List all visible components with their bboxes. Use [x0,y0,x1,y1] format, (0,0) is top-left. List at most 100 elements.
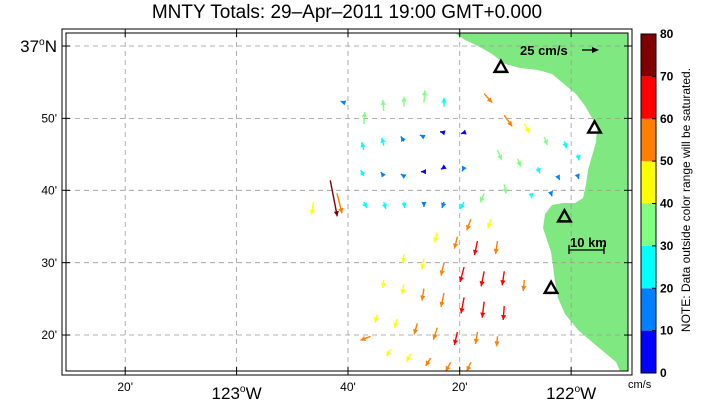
latitude-labels: 37oN 50' 40' 30' 20' [20,37,57,342]
current-vector [452,331,459,346]
current-vector [548,190,553,197]
current-vector [473,331,479,345]
current-vector [340,100,347,106]
distance-scale-label: 10 km [570,235,607,250]
lat-tick-label: 30' [41,256,57,270]
current-vectors [309,90,581,384]
lon-tick-label: 20' [452,380,468,394]
vector-scale-label: 25 cm/s [520,43,568,58]
current-vector [500,271,506,286]
lat-tick-label: 40' [41,184,57,198]
colorbar: 0 10 20 30 40 50 60 70 80 [640,27,674,380]
current-vector [516,158,522,167]
current-vector [441,201,447,209]
current-vector [336,193,344,214]
current-vector [420,258,426,270]
lon-tick-label: 123oW [212,384,262,403]
current-vector [543,136,549,146]
current-vector [503,114,513,127]
current-vector [479,193,485,203]
colorbar-tick-label: 40 [660,197,674,211]
lon-tick-label: 122oW [546,384,596,403]
current-vector [401,201,407,209]
current-vector [555,174,561,181]
current-vector [421,202,427,207]
current-vector [360,169,366,177]
map-title: MNTY Totals: 29–Apr–2011 19:00 GMT+0.000 [151,2,543,23]
current-vector [496,149,503,161]
colorbar-segment [641,245,656,289]
current-vector [439,292,445,308]
current-vector [380,99,386,112]
current-vector [432,327,438,340]
current-vector [479,271,485,287]
colorbar-segment [641,118,656,162]
vector-scale: 25 cm/s [520,43,599,58]
lat-tick-label: 37oN [20,37,57,56]
current-vector [502,184,508,194]
colorbar-segment [641,203,656,246]
colorbar-tick-label: 80 [660,27,674,41]
colorbar-tick-label: 30 [660,239,674,253]
current-vector [419,134,426,140]
colorbar-tick-label: 0 [660,366,667,380]
current-vector [441,97,447,107]
radar-stations [492,58,603,295]
current-vector [360,335,371,341]
colorbar-segment [641,76,656,119]
current-vector [528,192,534,199]
saturation-note: NOTE: Data outside color range will be s… [679,67,693,333]
current-vector [459,297,465,314]
current-vector [521,279,527,292]
current-vector [438,375,444,384]
current-vector [466,219,472,231]
lon-tick-label: 40' [340,380,356,394]
current-vector [458,266,465,283]
current-vector [309,201,315,216]
current-vector [472,240,479,256]
current-vector [453,236,459,249]
current-vector [493,240,499,255]
current-vector [440,164,447,170]
station-triangle [556,207,573,223]
lat-tick-label: 20' [41,328,57,342]
current-vector [445,361,452,371]
current-vector [562,141,568,149]
current-vector [494,336,500,347]
current-vector [400,173,407,179]
current-vector [480,301,486,318]
colorbar-tick-label: 10 [660,324,674,338]
colorbar-unit: cm/s [628,379,652,391]
current-vector [483,93,493,104]
current-vector [381,201,387,210]
current-vector [500,305,507,321]
colorbar-segment [641,288,656,331]
current-vector [523,123,530,134]
current-vector [380,171,386,178]
colorbar-segment [641,34,656,77]
current-vector [400,253,407,264]
colorbar-segment [641,330,656,373]
current-vector [486,219,492,229]
current-vector [425,357,432,367]
current-vector [575,154,581,161]
current-vector [385,348,392,357]
graticule [66,33,628,371]
current-vector [420,288,426,301]
current-vector [420,169,426,175]
current-vector [401,96,407,107]
current-vector [362,201,368,209]
current-vector [329,180,339,217]
current-vector [466,362,472,371]
current-vector [400,284,406,295]
colorbar-tick-label: 70 [660,69,674,83]
plot-area [66,33,628,384]
current-vector [393,318,399,329]
lon-tick-label: 20' [117,380,133,394]
current-vector [380,137,386,146]
current-vector [461,165,467,172]
coastline-land [455,33,628,371]
longitude-labels: 20' 123oW 40' 20' 122oW [117,380,596,403]
current-vector [439,262,445,276]
